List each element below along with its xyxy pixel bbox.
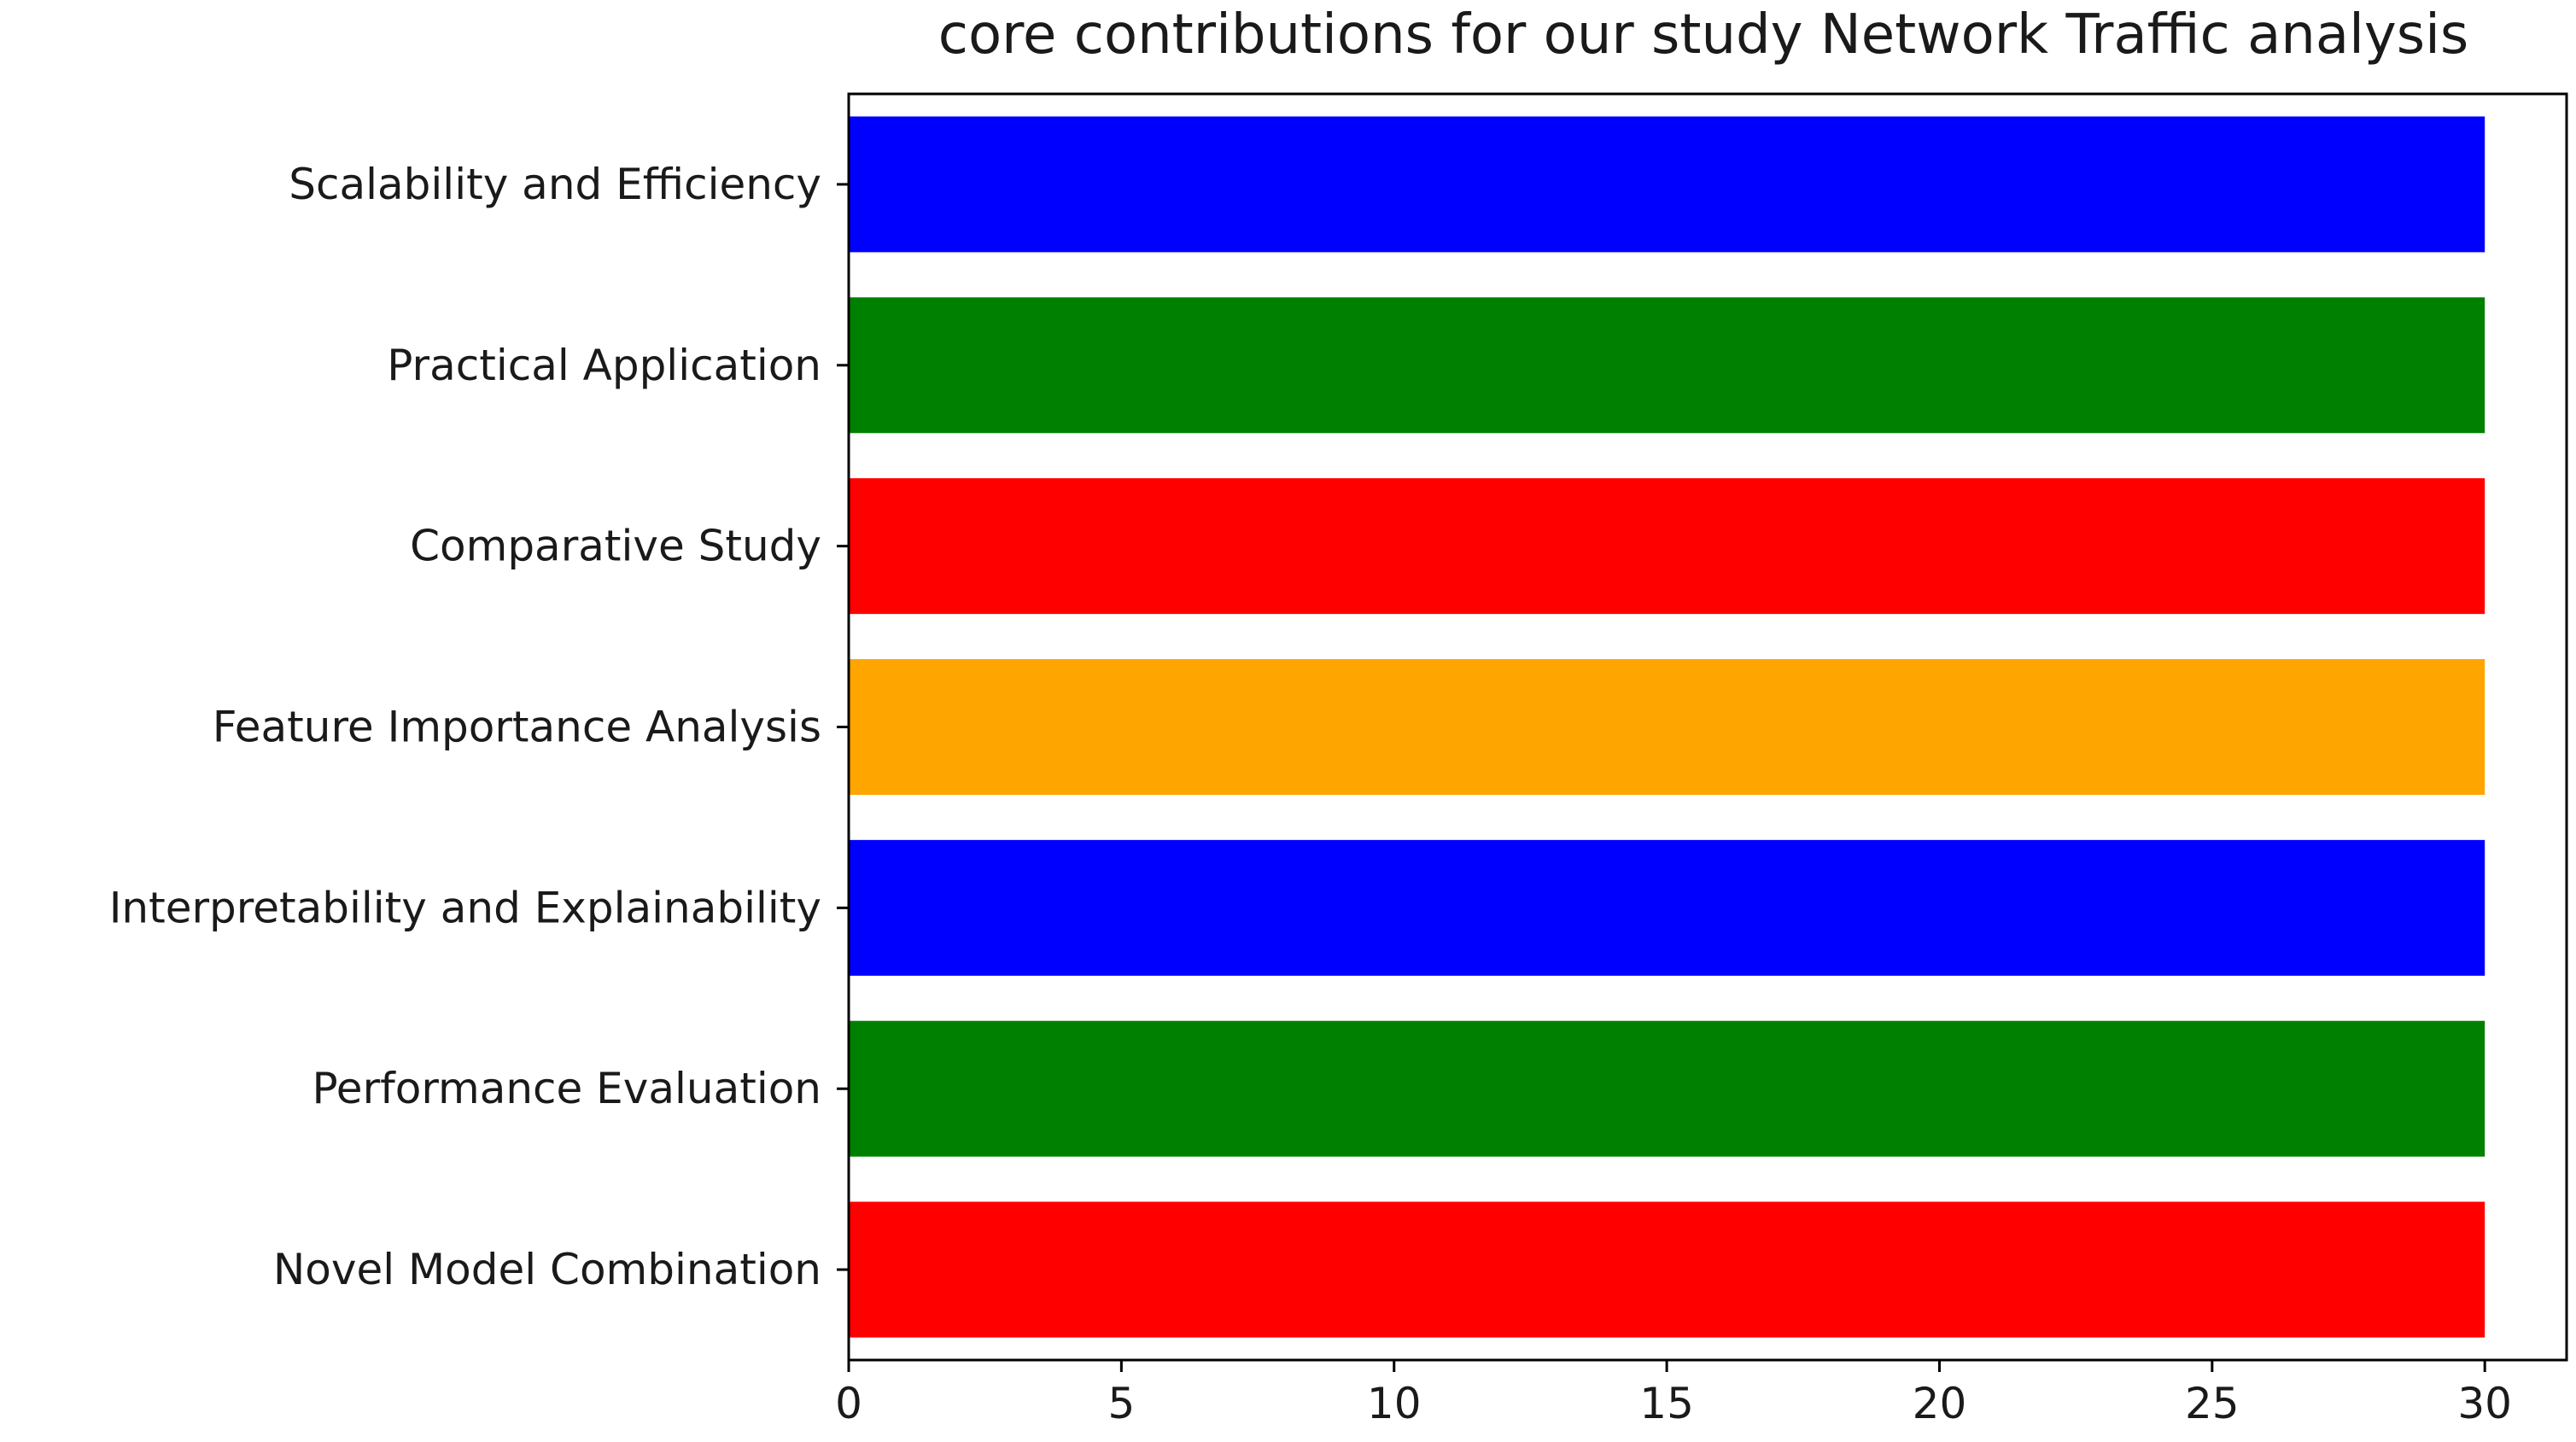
x-tick-label-15: 15 [1639, 1379, 1694, 1428]
bar-scalability-and-efficiency [849, 116, 2485, 253]
bar-performance-evaluation [849, 1020, 2485, 1157]
y-tick-label-comparative-study: Comparative Study [410, 522, 821, 571]
x-tick-label-0: 0 [835, 1379, 862, 1428]
x-tick-label-10: 10 [1367, 1379, 1422, 1428]
x-axis-ticks: 0 5 10 15 20 25 30 [835, 1360, 2512, 1428]
y-tick-label-feature-importance-analysis: Feature Importance Analysis [213, 703, 821, 752]
x-tick-label-30: 30 [2457, 1379, 2512, 1428]
bar-interpretability-and-explainability [849, 839, 2485, 976]
x-tick-label-5: 5 [1107, 1379, 1135, 1428]
y-tick-label-interpretability-and-explainability: Interpretability and Explainability [109, 883, 821, 932]
bar-comparative-study [849, 478, 2485, 615]
chart-title: core contributions for our study Network… [938, 3, 2468, 67]
bar-feature-importance-analysis [849, 659, 2485, 795]
y-tick-label-novel-model-combination: Novel Model Combination [273, 1245, 821, 1294]
bar-practical-application [849, 297, 2485, 434]
bar-novel-model-combination [849, 1201, 2485, 1338]
y-tick-label-performance-evaluation: Performance Evaluation [312, 1064, 821, 1113]
y-axis-ticks: Novel Model Combination Performance Eval… [109, 160, 849, 1294]
plot-frame [847, 92, 2568, 1362]
y-tick-label-practical-application: Practical Application [387, 341, 821, 390]
x-tick-label-20: 20 [1913, 1379, 1967, 1428]
y-tick-label-scalability-and-efficiency: Scalability and Efficiency [289, 160, 821, 209]
x-tick-label-25: 25 [2185, 1379, 2240, 1428]
bars-layer [849, 116, 2485, 1338]
